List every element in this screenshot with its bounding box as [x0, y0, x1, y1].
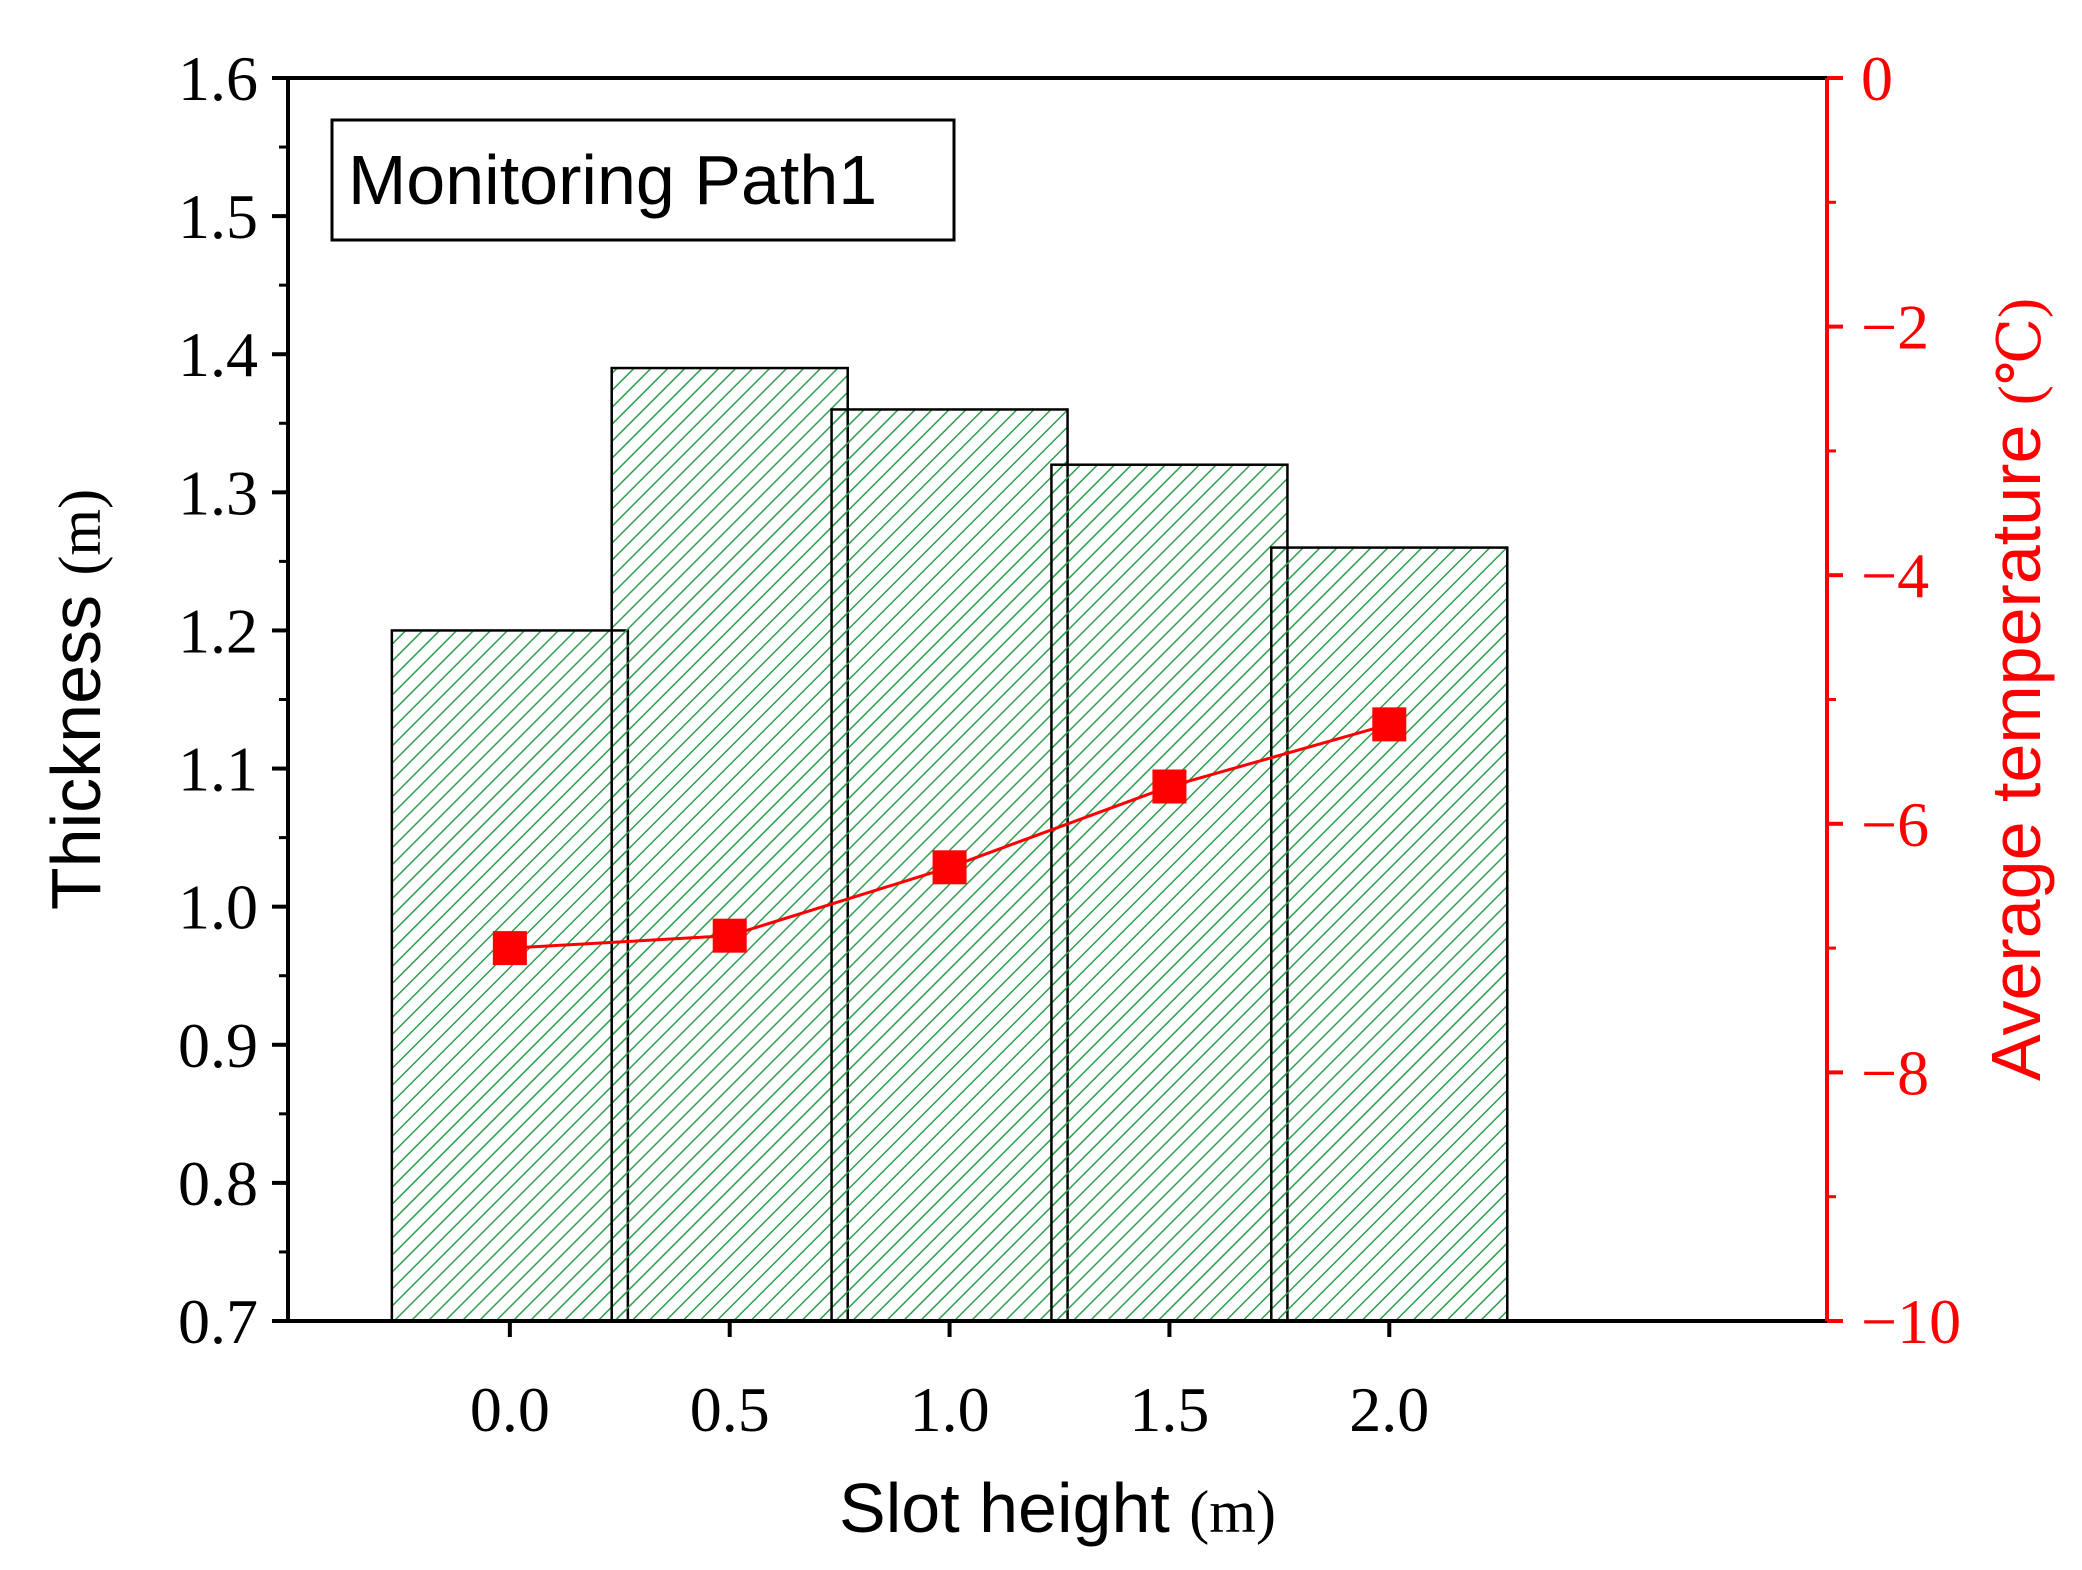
y2-tick-label: −10	[1861, 1286, 1961, 1357]
x-tick-label: 2.0	[1349, 1374, 1429, 1445]
y-axis-title: Thickness (m)	[37, 489, 115, 910]
bar-1.5	[1050, 463, 1289, 1323]
y-tick-label: 1.2	[178, 595, 258, 666]
x-tick-label: 1.5	[1129, 1374, 1209, 1445]
x-tick-label: 0.0	[470, 1374, 550, 1445]
y-tick-label: 1.6	[178, 43, 258, 114]
y2-tick-label: −4	[1861, 540, 1929, 611]
temperature-marker-2.0	[1372, 707, 1407, 742]
y-axis-title-main: Thickness	[37, 576, 115, 911]
bar-2.0	[1270, 546, 1509, 1323]
y2-tick-label: −6	[1861, 789, 1929, 860]
annotation-text: Monitoring Path1	[348, 141, 877, 219]
y-tick-label: 0.8	[178, 1148, 258, 1219]
y2-tick-label: 0	[1861, 43, 1893, 114]
y-tick-label: 0.7	[178, 1286, 258, 1357]
y-tick-label: 1.4	[178, 319, 258, 390]
y-axis-title-unit: (m)	[47, 489, 113, 576]
y2-axis-title-unit: (℃)	[1987, 298, 2053, 405]
y-tick-label: 0.9	[178, 1010, 258, 1081]
bars-layer	[390, 366, 1509, 1323]
y-tick-label: 1.1	[178, 734, 258, 805]
temperature-marker-0.0	[492, 931, 527, 966]
y-tick-label: 1.5	[178, 181, 258, 252]
y2-tick-label: −2	[1861, 292, 1929, 363]
temperature-marker-1.5	[1152, 769, 1187, 804]
y2-axis-title-main: Average temperature	[1977, 405, 2055, 1081]
x-tick-label: 0.5	[690, 1374, 770, 1445]
x-axis-title-unit: (m)	[1189, 1479, 1276, 1545]
temperature-series	[492, 707, 1407, 966]
y2-tick-label: −8	[1861, 1037, 1929, 1108]
annotation-box: Monitoring Path1	[330, 118, 956, 242]
y-tick-label: 1.0	[178, 872, 258, 943]
temperature-marker-1.0	[932, 850, 967, 885]
temperature-marker-0.5	[712, 918, 747, 953]
x-axis-title-main: Slot height	[839, 1469, 1189, 1547]
bar-0.0	[390, 629, 630, 1323]
x-tick-label: 1.0	[910, 1374, 990, 1445]
bar-0.5	[610, 366, 849, 1323]
x-axis-title: Slot height (m)	[839, 1469, 1276, 1547]
axis-titles: Slot height (m)Thickness (m) Average temp…	[37, 298, 2055, 1547]
annotation-frame	[330, 118, 956, 242]
y2-axis-title: Average temperature (℃)	[1977, 298, 2055, 1081]
axes: 0.7 0.8 0.9 1.0 1.1 1.2 1.3 1.4 1.5 1.6 −10 −8 −6 −4 −…	[178, 43, 1961, 1445]
y-tick-label: 1.3	[178, 457, 258, 528]
